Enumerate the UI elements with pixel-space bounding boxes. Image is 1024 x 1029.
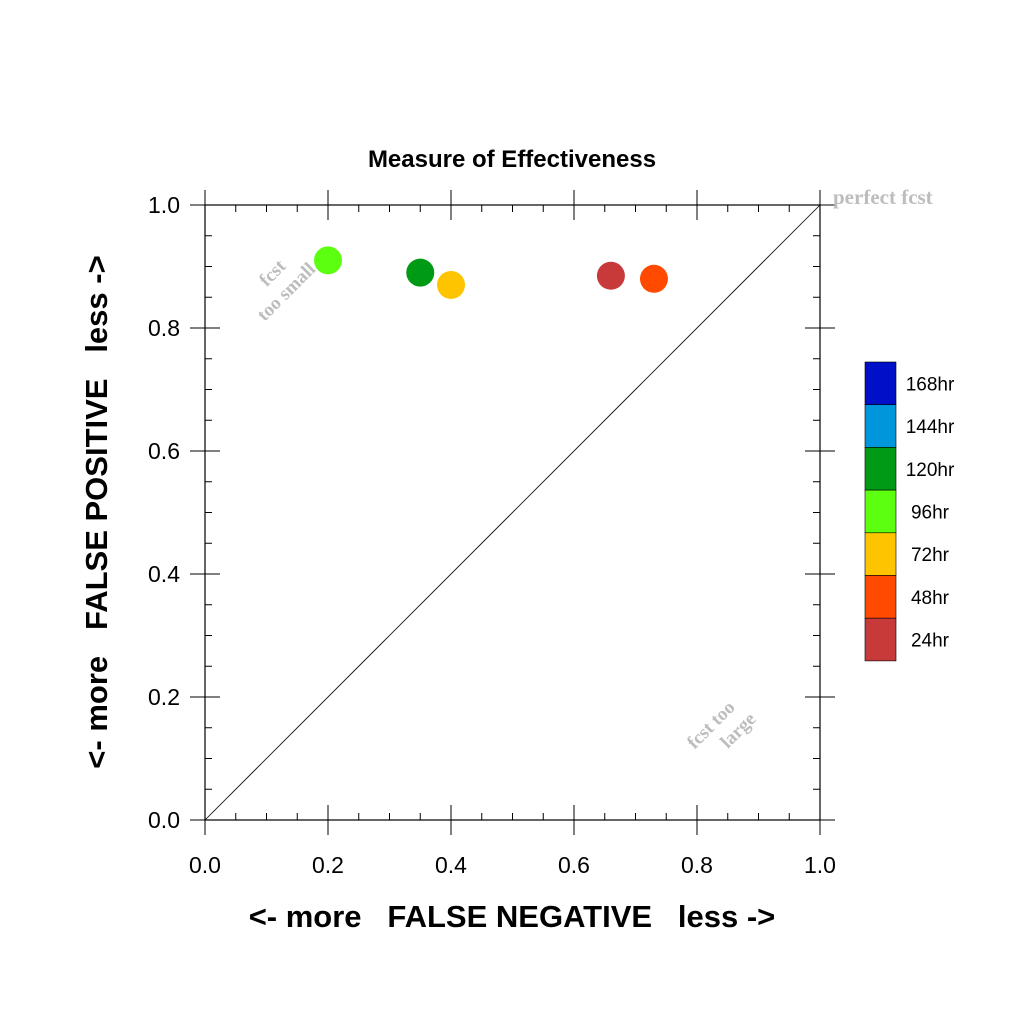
legend-label-168hr: 168hr — [906, 374, 955, 395]
y-tick-label: 0.4 — [148, 561, 180, 587]
perfect-forecast-annotation: perfect fcst — [833, 185, 933, 209]
data-point-24hr — [596, 261, 625, 290]
legend: 168hr 144hr 120hr 96hr 72hr 48hr 24hr — [864, 361, 955, 662]
x-tick-label: 0.0 — [189, 852, 221, 878]
too-small-annotation: fcst too small — [253, 255, 320, 325]
data-point-72hr — [437, 270, 465, 299]
diagonal-reference-line — [204, 204, 821, 821]
chart-title: Measure of Effectiveness — [368, 146, 656, 173]
y-tick-label: 0.0 — [148, 807, 180, 833]
legend-label-144hr: 144hr — [906, 417, 955, 438]
legend-label-48hr: 48hr — [911, 588, 950, 609]
y-tick-label: 0.8 — [148, 315, 180, 341]
legend-swatch-48hr — [864, 575, 897, 619]
x-tick-label: 1.0 — [804, 852, 836, 878]
legend-label-24hr: 24hr — [911, 631, 950, 652]
y-tick-label: 0.2 — [148, 684, 180, 710]
x-tick-label: 0.4 — [435, 852, 467, 878]
x-tick-label: 0.2 — [312, 852, 344, 878]
data-point-48hr — [639, 264, 668, 293]
legend-swatch-120hr — [864, 447, 897, 491]
too-large-annotation: fcst too large — [683, 697, 760, 753]
legend-label-72hr: 72hr — [911, 545, 950, 566]
x-axis-title: <- more FALSE NEGATIVE less -> — [249, 899, 776, 934]
plot-area: 0.0 0.2 0.4 0.6 0.8 1.0 0.0 0.2 0.4 0.6 0.8 1.0 — [148, 190, 836, 878]
data-point-120hr — [406, 258, 435, 287]
legend-label-96hr: 96hr — [911, 502, 950, 523]
y-axis-title: <- more FALSE POSITIVE less -> — [79, 255, 114, 768]
x-tick-label: 0.8 — [681, 852, 713, 878]
legend-swatch-144hr — [864, 404, 897, 448]
data-point-96hr — [314, 246, 342, 275]
legend-swatch-24hr — [864, 617, 897, 662]
y-tick-label: 0.6 — [148, 438, 180, 464]
legend-swatch-168hr — [864, 361, 897, 406]
y-tick-label: 1.0 — [148, 192, 180, 218]
legend-swatch-72hr — [864, 532, 897, 576]
legend-label-120hr: 120hr — [906, 460, 955, 481]
legend-swatch-96hr — [864, 489, 897, 534]
x-tick-label: 0.6 — [558, 852, 590, 878]
